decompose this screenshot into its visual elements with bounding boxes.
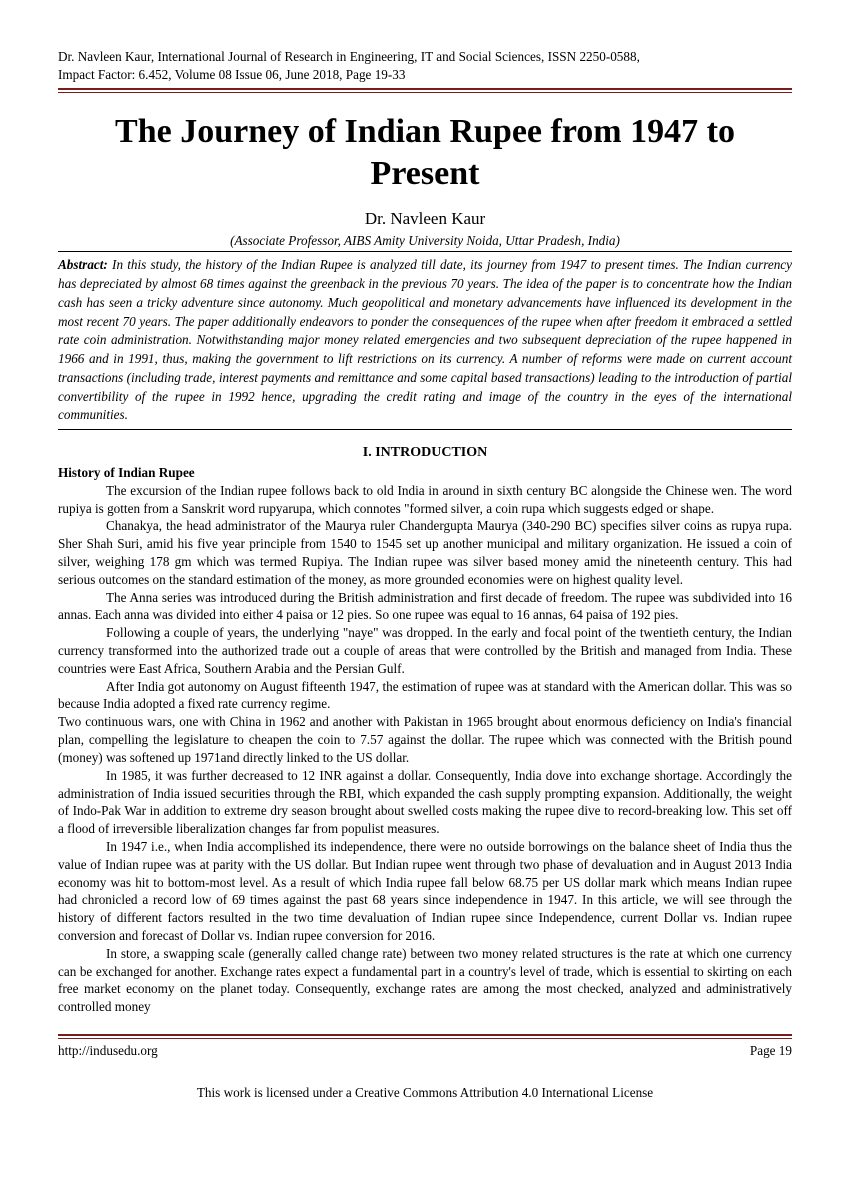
footer-row: http://indusedu.org Page 19: [58, 1042, 792, 1060]
paper-title: The Journey of Indian Rupee from 1947 to…: [58, 111, 792, 196]
body-paragraph: Following a couple of years, the underly…: [58, 624, 792, 677]
body-paragraph: The Anna series was introduced during th…: [58, 589, 792, 625]
body-paragraph: The excursion of the Indian rupee follow…: [58, 482, 792, 518]
subsection-heading: History of Indian Rupee: [58, 464, 792, 482]
header-line-2: Impact Factor: 6.452, Volume 08 Issue 06…: [58, 66, 792, 84]
abstract-text: In this study, the history of the Indian…: [58, 257, 792, 422]
header-rule: [58, 88, 792, 93]
body-paragraph: In 1985, it was further decreased to 12 …: [58, 767, 792, 838]
header-line-1: Dr. Navleen Kaur, International Journal …: [58, 48, 792, 66]
body-paragraph: In 1947 i.e., when India accomplished it…: [58, 838, 792, 945]
rule-below-abstract: [58, 429, 792, 430]
body-paragraph: Two continuous wars, one with China in 1…: [58, 713, 792, 766]
body-paragraph: In store, a swapping scale (generally ca…: [58, 945, 792, 1016]
footer-rule: [58, 1034, 792, 1039]
running-header: Dr. Navleen Kaur, International Journal …: [58, 48, 792, 84]
rule-above-abstract: [58, 251, 792, 252]
author-name: Dr. Navleen Kaur: [58, 208, 792, 231]
body-paragraph: Chanakya, the head administrator of the …: [58, 517, 792, 588]
abstract-label: Abstract:: [58, 257, 108, 272]
license-text: This work is licensed under a Creative C…: [58, 1084, 792, 1102]
section-heading: I. INTRODUCTION: [58, 444, 792, 463]
author-affiliation: (Associate Professor, AIBS Amity Univers…: [58, 232, 792, 250]
footer-url: http://indusedu.org: [58, 1042, 158, 1060]
footer-page-number: Page 19: [750, 1042, 792, 1060]
abstract-block: Abstract: In this study, the history of …: [58, 256, 792, 425]
body-paragraph: After India got autonomy on August fifte…: [58, 678, 792, 714]
